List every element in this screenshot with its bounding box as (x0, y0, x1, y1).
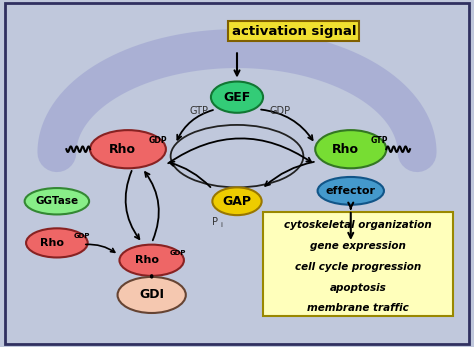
Text: membrane traffic: membrane traffic (307, 304, 409, 313)
Ellipse shape (25, 188, 89, 214)
Ellipse shape (211, 82, 263, 113)
Text: activation signal: activation signal (232, 25, 356, 38)
Text: gene expression: gene expression (310, 241, 406, 251)
Text: GDI: GDI (139, 288, 164, 302)
Text: GEF: GEF (223, 91, 251, 104)
Ellipse shape (118, 277, 186, 313)
Text: GTP: GTP (190, 106, 209, 116)
Text: Rho: Rho (109, 143, 136, 156)
Text: cytoskeletal organization: cytoskeletal organization (284, 220, 432, 230)
Text: P: P (212, 217, 218, 227)
Ellipse shape (90, 130, 166, 168)
Text: GGTase: GGTase (36, 196, 78, 206)
Ellipse shape (26, 228, 88, 257)
Text: GDP: GDP (269, 106, 290, 116)
Text: Rho: Rho (135, 255, 159, 265)
Text: cell cycle progression: cell cycle progression (295, 262, 421, 272)
Text: GDP: GDP (149, 136, 167, 145)
Bar (263, 212, 453, 316)
Ellipse shape (119, 245, 184, 276)
Text: Rho: Rho (332, 143, 359, 156)
Text: GAP: GAP (222, 195, 252, 208)
Text: GDP: GDP (169, 250, 186, 256)
Text: Rho: Rho (40, 238, 64, 248)
Ellipse shape (315, 130, 386, 168)
Text: GDP: GDP (74, 233, 90, 239)
Text: GTP: GTP (370, 136, 388, 145)
Ellipse shape (318, 177, 384, 205)
Text: i: i (220, 222, 222, 228)
Ellipse shape (212, 187, 262, 215)
Text: effector: effector (326, 186, 376, 196)
Text: apoptosis: apoptosis (329, 283, 386, 293)
